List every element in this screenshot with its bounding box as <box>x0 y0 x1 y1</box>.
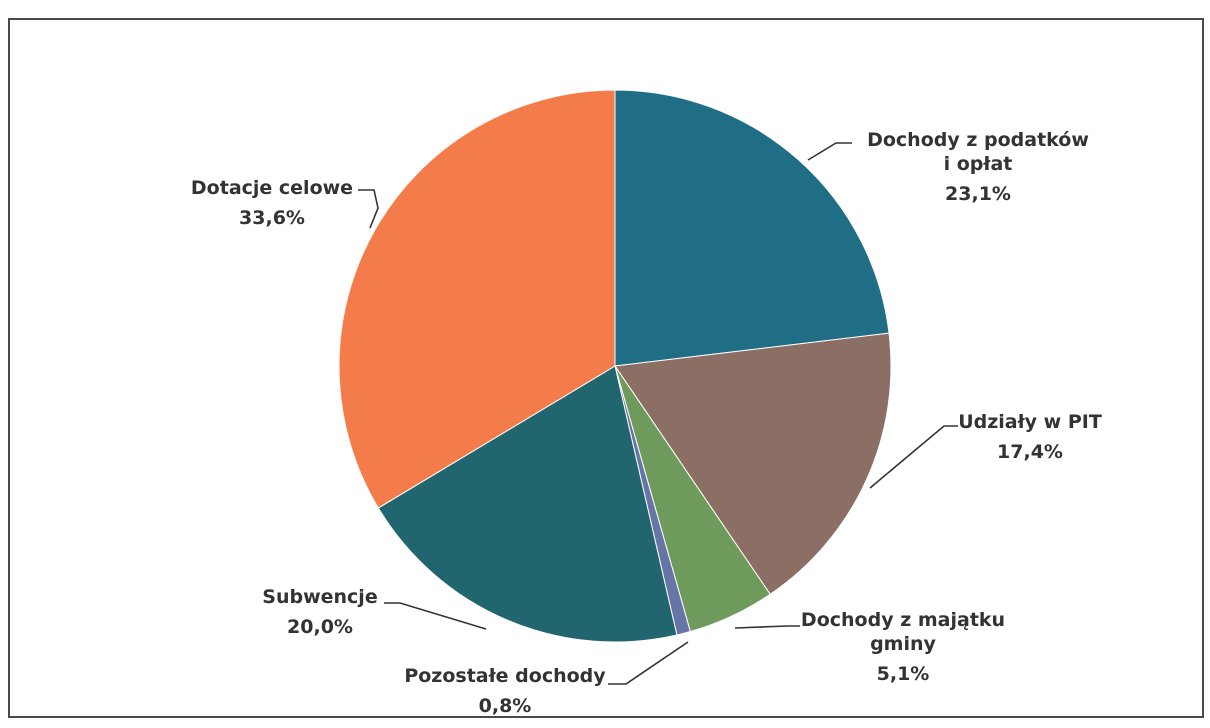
slice-label-pozostale-dochody: Pozostałe dochody <box>404 665 606 687</box>
slice-label-dochody-z-podatkow-i-oplat: i opłat <box>944 153 1013 175</box>
slice-value-dotacje-celowe: 33,6% <box>239 207 305 229</box>
slice-value-dochody-z-podatkow-i-oplat: 23,1% <box>945 183 1011 205</box>
slice-value-udzialy-w-pit: 17,4% <box>997 441 1063 463</box>
slice-label-dotacje-celowe: Dotacje celowe <box>191 177 353 199</box>
slice-label-dochody-z-majatku-gminy: gminy <box>870 633 936 655</box>
slice-label-udzialy-w-pit: Udziały w PIT <box>958 411 1102 433</box>
leader-line-subwencje <box>384 602 487 630</box>
leader-line-pozostale-dochody <box>608 641 689 685</box>
pie-slice-dotacje-celowe <box>338 89 616 509</box>
pie-slice-subwencje <box>377 365 678 643</box>
leader-line-udzialy-w-pit <box>869 425 958 489</box>
slice-value-dochody-z-majatku-gminy: 5,1% <box>877 663 930 685</box>
slice-label-dochody-z-majatku-gminy: Dochody z majątku <box>801 609 1005 631</box>
leader-line-dochody-z-majatku-gminy <box>734 625 800 629</box>
slice-label-dochody-z-podatkow-i-oplat: Dochody z podatków <box>867 129 1089 151</box>
pie-slice-dochody-z-podatkow-i-oplat <box>614 89 890 367</box>
leader-line-dotacje-celowe <box>358 189 379 229</box>
slice-value-subwencje: 20,0% <box>287 616 353 638</box>
pie-slice-udzialy-w-pit <box>614 332 892 595</box>
slice-value-pozostale-dochody: 0,8% <box>479 695 532 717</box>
leader-line-dochody-z-podatkow-i-oplat <box>807 142 852 161</box>
slice-label-subwencje: Subwencje <box>262 586 377 608</box>
